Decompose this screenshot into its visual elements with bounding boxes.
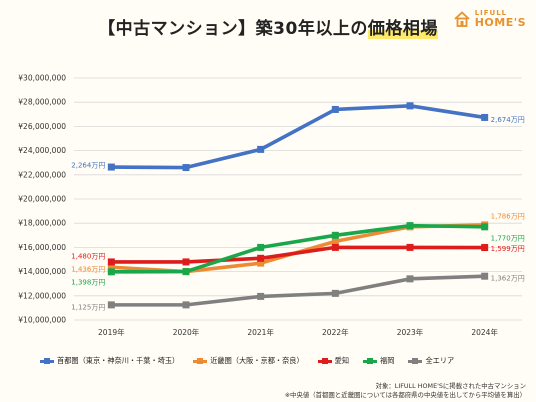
legend-item: 福岡 [363, 356, 394, 366]
data-point [331, 289, 339, 297]
y-tick-label: ¥30,000,000 [18, 74, 66, 83]
data-label: 1,398万円 [71, 278, 105, 286]
data-point [481, 223, 489, 231]
legend-label: 福岡 [380, 356, 395, 365]
data-label: 1,480万円 [71, 252, 105, 260]
data-point [406, 222, 414, 230]
note-line: ※中央値（首都圏と近畿圏については各都府県の中央値を出してから平均値を算出） [284, 391, 526, 399]
legend-item: 全エリア [408, 356, 454, 366]
house-icon [454, 11, 470, 27]
series-line [111, 223, 485, 274]
data-point [481, 272, 489, 280]
legend-label: 全エリア [425, 356, 455, 365]
chart-legend: 首都圏（東京・神奈川・千葉・埼玉） 近畿圏（大阪・京都・奈良） 愛知 福岡 全エリア [40, 356, 516, 366]
y-tick-label: ¥28,000,000 [18, 98, 66, 107]
data-point [107, 301, 115, 309]
data-point [406, 275, 414, 283]
y-tick-label: ¥22,000,000 [18, 170, 66, 179]
title-prefix: 【中古マンション】築30年以上の [98, 19, 368, 39]
data-point [107, 263, 115, 271]
y-tick-label: ¥26,000,000 [18, 122, 66, 131]
data-point [481, 113, 489, 121]
legend-item: 首都圏（東京・神奈川・千葉・埼玉） [40, 356, 179, 366]
legend-swatch [317, 358, 332, 364]
data-label: 1,770万円 [491, 234, 525, 242]
y-tick-label: ¥20,000,000 [18, 195, 66, 204]
data-point [182, 268, 190, 276]
legend-label: 首都圏（東京・神奈川・千葉・埼玉） [57, 356, 180, 365]
data-label: 1,786万円 [491, 212, 525, 220]
y-tick-label: ¥14,000,000 [18, 267, 66, 276]
data-point [331, 243, 339, 251]
data-point [331, 105, 339, 113]
y-tick-label: ¥18,000,000 [18, 219, 66, 228]
legend-swatch [363, 358, 378, 364]
data-label: 1,436万円 [71, 266, 105, 274]
legend-swatch [408, 358, 423, 364]
data-point [257, 243, 265, 251]
data-point [182, 258, 190, 266]
x-tick-label: 2019年 [98, 327, 125, 337]
data-point [182, 301, 190, 309]
x-tick-label: 2020年 [173, 327, 200, 337]
title-highlight: 価格相場 [367, 19, 438, 39]
data-label: 1,125万円 [71, 303, 105, 311]
logo-line2: HOME'S [474, 16, 526, 29]
y-tick-label: ¥10,000,000 [18, 316, 66, 325]
x-tick-label: 2023年 [397, 327, 424, 337]
data-point [331, 237, 339, 245]
x-tick-label: 2024年 [471, 327, 498, 337]
legend-item: 愛知 [317, 356, 350, 366]
legend-label: 近畿圏（大阪・京都・奈良） [210, 356, 304, 365]
lifull-homes-logo: LIFULL HOME'S [453, 10, 526, 28]
y-tick-label: ¥24,000,000 [18, 146, 66, 155]
chart-notes: 対象：LIFULL HOME'Sに掲載された中古マンション ※中央値（首都圏と近… [285, 382, 526, 400]
data-label: 2,264万円 [71, 162, 105, 170]
data-point [406, 102, 414, 110]
legend-label: 愛知 [334, 356, 350, 365]
data-point [331, 231, 339, 239]
data-point [107, 268, 115, 276]
data-label: 1,362万円 [491, 275, 525, 283]
data-point [107, 163, 115, 171]
x-tick-label: 2021年 [247, 327, 274, 337]
data-point [257, 259, 265, 267]
legend-item: 近畿圏（大阪・京都・奈良） [193, 356, 304, 366]
data-label: 2,674万円 [491, 116, 525, 124]
data-point [257, 145, 265, 153]
logo-line1: LIFULL [474, 9, 508, 17]
x-tick-label: 2022年 [322, 327, 349, 337]
series-line [111, 104, 485, 170]
data-point [406, 243, 414, 251]
data-label: 1,599万円 [491, 245, 525, 253]
data-point [107, 258, 115, 266]
series-line [111, 245, 485, 264]
chart-title: 【中古マンション】築30年以上の価格相場 [0, 14, 536, 39]
note-line: 対象：LIFULL HOME'Sに掲載された中古マンション [375, 382, 526, 390]
data-point [481, 244, 489, 252]
y-tick-label: ¥16,000,000 [18, 243, 66, 252]
data-point [182, 164, 190, 172]
legend-swatch [40, 358, 54, 364]
legend-swatch [193, 358, 208, 364]
data-point [257, 292, 265, 300]
y-tick-label: ¥12,000,000 [18, 291, 66, 300]
series-line [111, 274, 485, 307]
data-point [257, 254, 265, 262]
